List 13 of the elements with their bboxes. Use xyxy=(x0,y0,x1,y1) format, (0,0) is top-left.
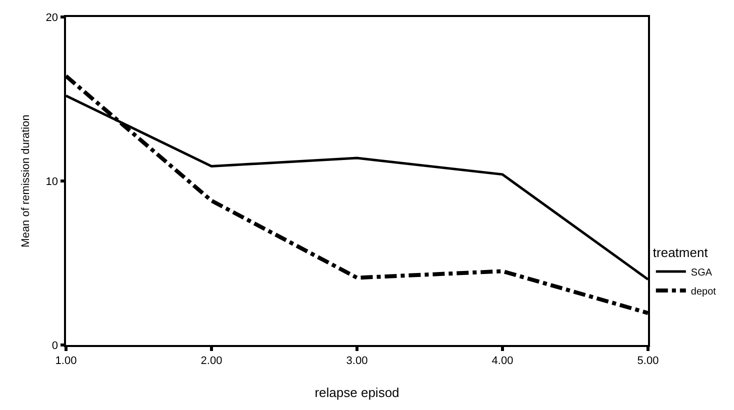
y-axis-title: Mean of remission duration xyxy=(20,114,32,248)
y-tick-label: 0 xyxy=(52,340,58,352)
x-tick-label: 4.00 xyxy=(492,354,514,367)
x-tick-label: 3.00 xyxy=(346,354,368,367)
x-tick-label: 1.00 xyxy=(55,354,77,367)
y-tick-label: 10 xyxy=(46,176,58,188)
legend-label: SGA xyxy=(690,267,712,278)
x-tick-label: 5.00 xyxy=(637,354,659,367)
legend-title: treatment xyxy=(652,244,708,260)
x-tick-label: 2.00 xyxy=(200,354,222,367)
legend-label: depot xyxy=(690,286,716,298)
x-axis-title: relapse episod xyxy=(314,385,400,400)
y-tick-label: 20 xyxy=(46,12,58,24)
